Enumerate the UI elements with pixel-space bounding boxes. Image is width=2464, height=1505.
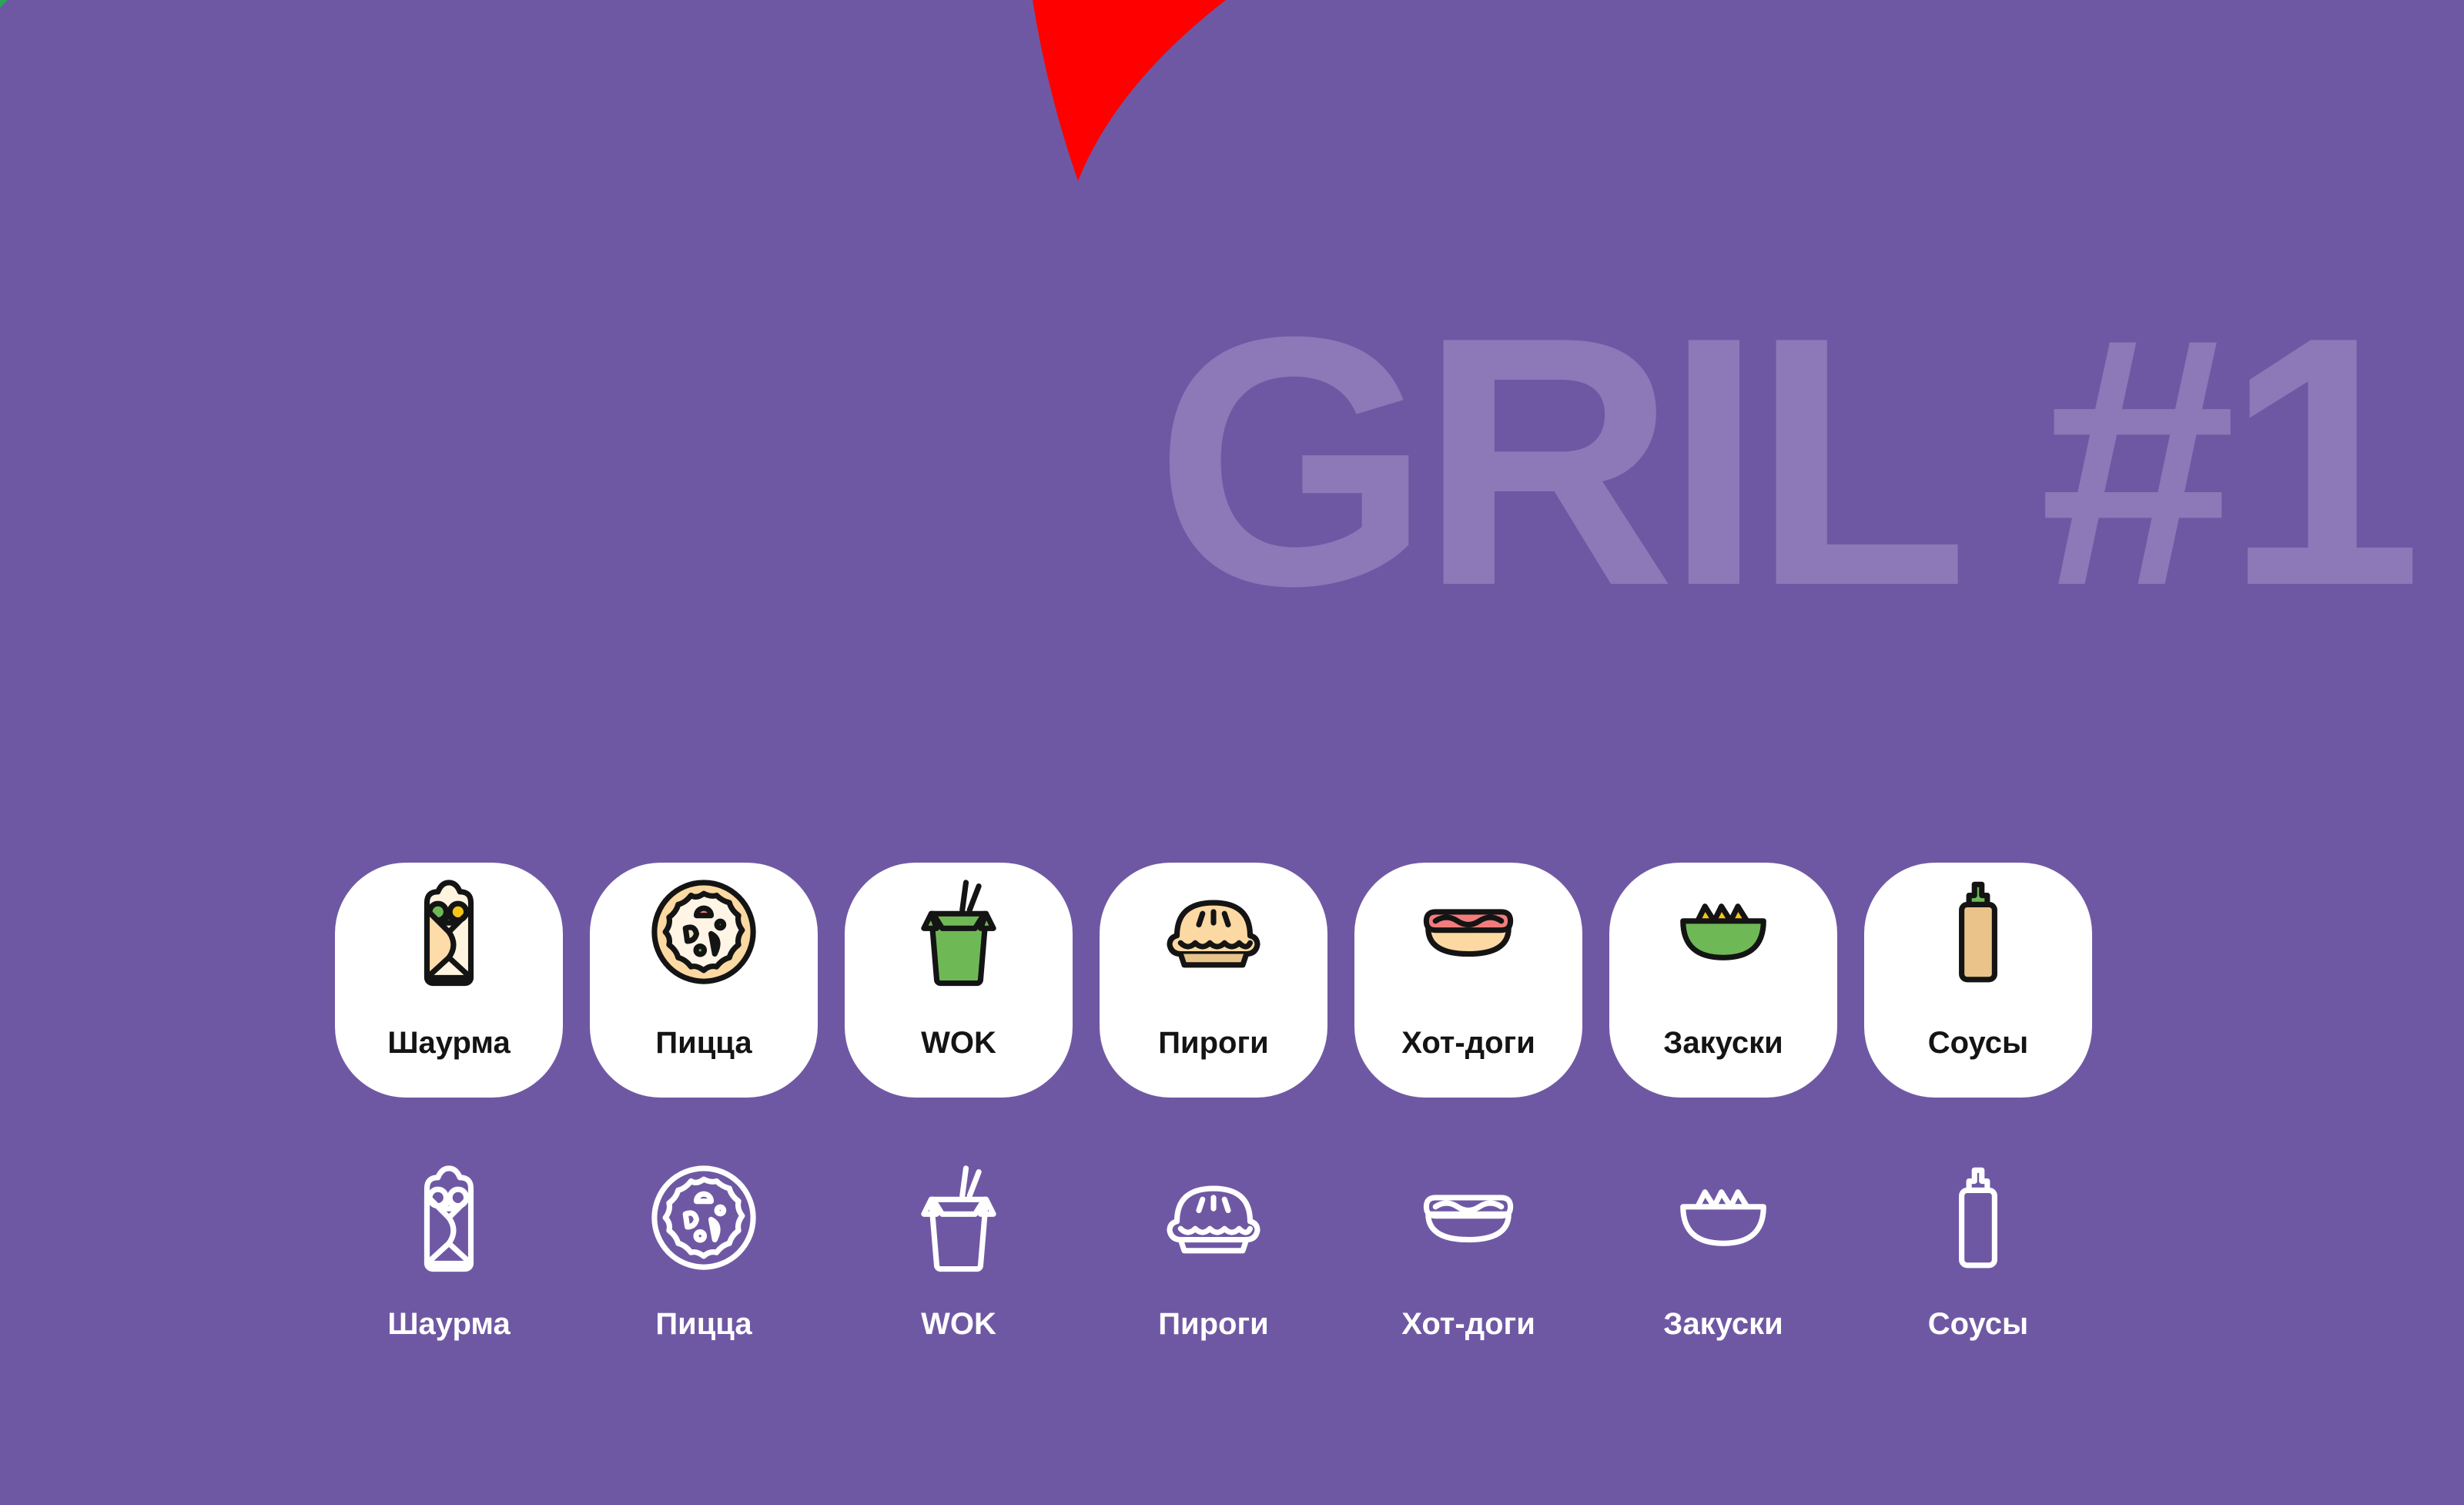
category-outline-sauce-bottle[interactable]: Соусы <box>1864 1159 2092 1359</box>
category-outline-snack-bowl[interactable]: Закуски <box>1609 1159 1837 1359</box>
category-card-sauce-bottle[interactable]: Соусы <box>1864 863 2092 1098</box>
wok-box-icon <box>921 1165 996 1272</box>
category-outline-wok-box[interactable]: WOK <box>845 1159 1073 1359</box>
category-card-pie[interactable]: Пироги <box>1100 863 1327 1098</box>
category-label: Пицца <box>655 1026 752 1060</box>
pizza-icon <box>651 1165 756 1270</box>
red-wedge-shape <box>1033 0 1226 181</box>
category-card-hotdog[interactable]: Хот-доги <box>1354 863 1582 1098</box>
category-label: Закуски <box>1663 1307 1783 1341</box>
pie-icon <box>1167 900 1260 968</box>
category-card-shawarma[interactable]: Шаурма <box>335 863 563 1098</box>
category-label: Соусы <box>1927 1307 2029 1341</box>
category-label: WOK <box>921 1026 996 1060</box>
category-label: WOK <box>921 1307 996 1341</box>
snack-bowl-icon <box>1680 1189 1766 1246</box>
pie-icon <box>1167 1185 1260 1254</box>
brand-title: GRIL #1 <box>1155 264 2422 659</box>
category-label: Пироги <box>1158 1307 1269 1341</box>
category-card-wok-box[interactable]: WOK <box>845 863 1073 1098</box>
snack-bowl-icon <box>1680 903 1766 960</box>
category-outline-shawarma[interactable]: Шаурма <box>335 1159 563 1359</box>
category-outline-pie[interactable]: Пироги <box>1100 1159 1327 1359</box>
category-outline-hotdog[interactable]: Хот-доги <box>1354 1159 1582 1359</box>
sauce-bottle-icon <box>1959 1167 1997 1269</box>
category-label: Хот-доги <box>1401 1026 1535 1060</box>
category-label: Хот-доги <box>1401 1307 1535 1341</box>
category-label: Закуски <box>1663 1026 1783 1060</box>
category-label: Соусы <box>1927 1026 2029 1060</box>
category-label: Пицца <box>655 1307 752 1341</box>
category-outline-pizza[interactable]: Пицца <box>590 1159 818 1359</box>
category-label: Шаурма <box>387 1307 511 1341</box>
hotdog-icon <box>1423 1195 1514 1243</box>
hotdog-icon <box>1423 909 1514 957</box>
shawarma-icon <box>424 1165 474 1272</box>
category-card-pizza[interactable]: Пицца <box>590 863 818 1098</box>
pizza-icon <box>651 880 756 984</box>
category-card-snack-bowl[interactable]: Закуски <box>1609 863 1837 1098</box>
category-label: Шаурма <box>387 1026 511 1060</box>
green-corner-shape <box>0 0 8 8</box>
shawarma-icon <box>424 880 474 987</box>
wok-box-icon <box>921 880 996 987</box>
sauce-bottle-icon <box>1959 881 1997 983</box>
category-label: Пироги <box>1158 1026 1269 1060</box>
